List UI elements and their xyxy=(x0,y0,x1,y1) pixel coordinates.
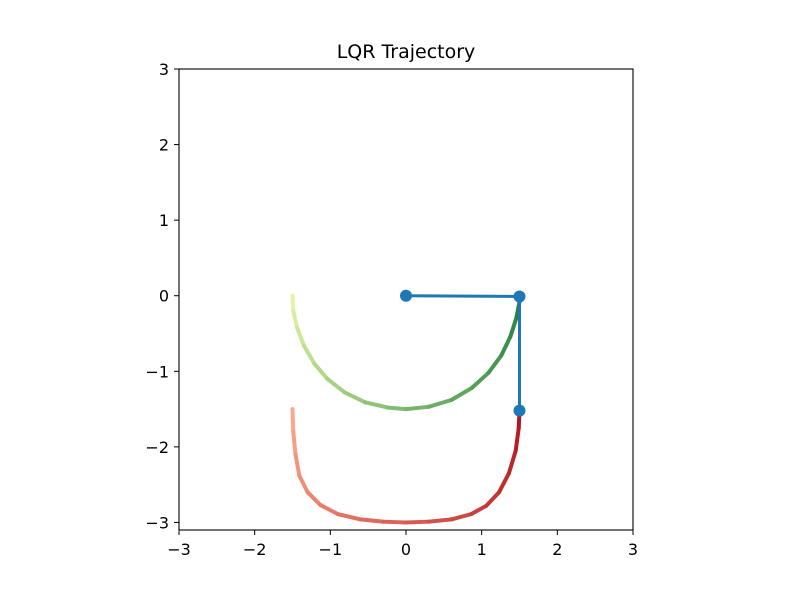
trajectory-segment xyxy=(508,315,519,339)
pendulum-joint-marker xyxy=(513,404,526,417)
trajectory-segment xyxy=(297,473,310,495)
trajectory-segment xyxy=(342,390,368,405)
axes: −3 −2 −1 0 1 2 3 −3 −2 −1 0 1 2 3 xyxy=(145,60,638,559)
pendulum-joint-marker xyxy=(400,289,412,302)
trajectory-segment xyxy=(486,353,504,375)
trajectory-reds xyxy=(290,407,522,525)
trajectory-segment xyxy=(404,404,431,412)
y-tick-label: 1 xyxy=(159,211,169,230)
trajectory-segment xyxy=(358,517,386,524)
trajectory-segment xyxy=(325,376,347,395)
trajectory-segment xyxy=(499,334,513,358)
trajectory-segment xyxy=(381,519,408,525)
y-tick-label: 2 xyxy=(159,136,169,155)
trajectory-segment xyxy=(363,400,390,410)
trajectory-segment xyxy=(469,503,489,517)
trajectory-segment xyxy=(404,519,431,525)
y-tick-label: −3 xyxy=(145,513,169,532)
plot-area xyxy=(290,289,526,525)
trajectory-segment xyxy=(312,361,330,381)
pendulum-links xyxy=(400,289,526,417)
trajectory-segment xyxy=(513,425,521,453)
trajectory-segment xyxy=(497,471,511,495)
y-tick-label: −1 xyxy=(145,362,169,381)
y-tick-label: 3 xyxy=(159,60,169,79)
trajectory-segment xyxy=(469,370,491,390)
x-tick-label: 0 xyxy=(401,540,411,559)
trajectory-segment xyxy=(484,490,502,508)
x-tick-label: −2 xyxy=(243,540,267,559)
trajectory-segment xyxy=(385,405,408,412)
trajectory-segment xyxy=(449,512,474,522)
pendulum-joint-marker xyxy=(513,290,526,303)
trajectory-segment xyxy=(291,308,300,330)
trajectory-segment xyxy=(318,503,340,517)
trajectory-segment xyxy=(295,325,306,348)
trajectory-segment xyxy=(290,293,296,313)
x-tick-label: −3 xyxy=(167,540,191,559)
x-tick-label: 3 xyxy=(628,540,638,559)
plot-contents xyxy=(290,289,526,525)
trajectory-segment xyxy=(293,452,302,478)
trajectory-segment xyxy=(426,517,454,524)
trajectory-segment xyxy=(301,343,317,366)
y-tick-label: −2 xyxy=(145,438,169,457)
trajectory-segment xyxy=(290,407,296,434)
chart-title: LQR Trajectory xyxy=(337,41,476,63)
x-tick-label: 2 xyxy=(552,540,562,559)
trajectory-segment xyxy=(335,512,363,522)
trajectory-segment xyxy=(426,398,454,409)
trajectory-segment xyxy=(305,490,323,508)
trajectory-segment xyxy=(506,448,518,476)
x-tick-label: −1 xyxy=(319,540,343,559)
x-tick-label: 1 xyxy=(477,540,487,559)
y-tick-label: 0 xyxy=(159,287,169,306)
trajectory-segment xyxy=(291,429,298,457)
trajectory-segment xyxy=(449,385,474,403)
